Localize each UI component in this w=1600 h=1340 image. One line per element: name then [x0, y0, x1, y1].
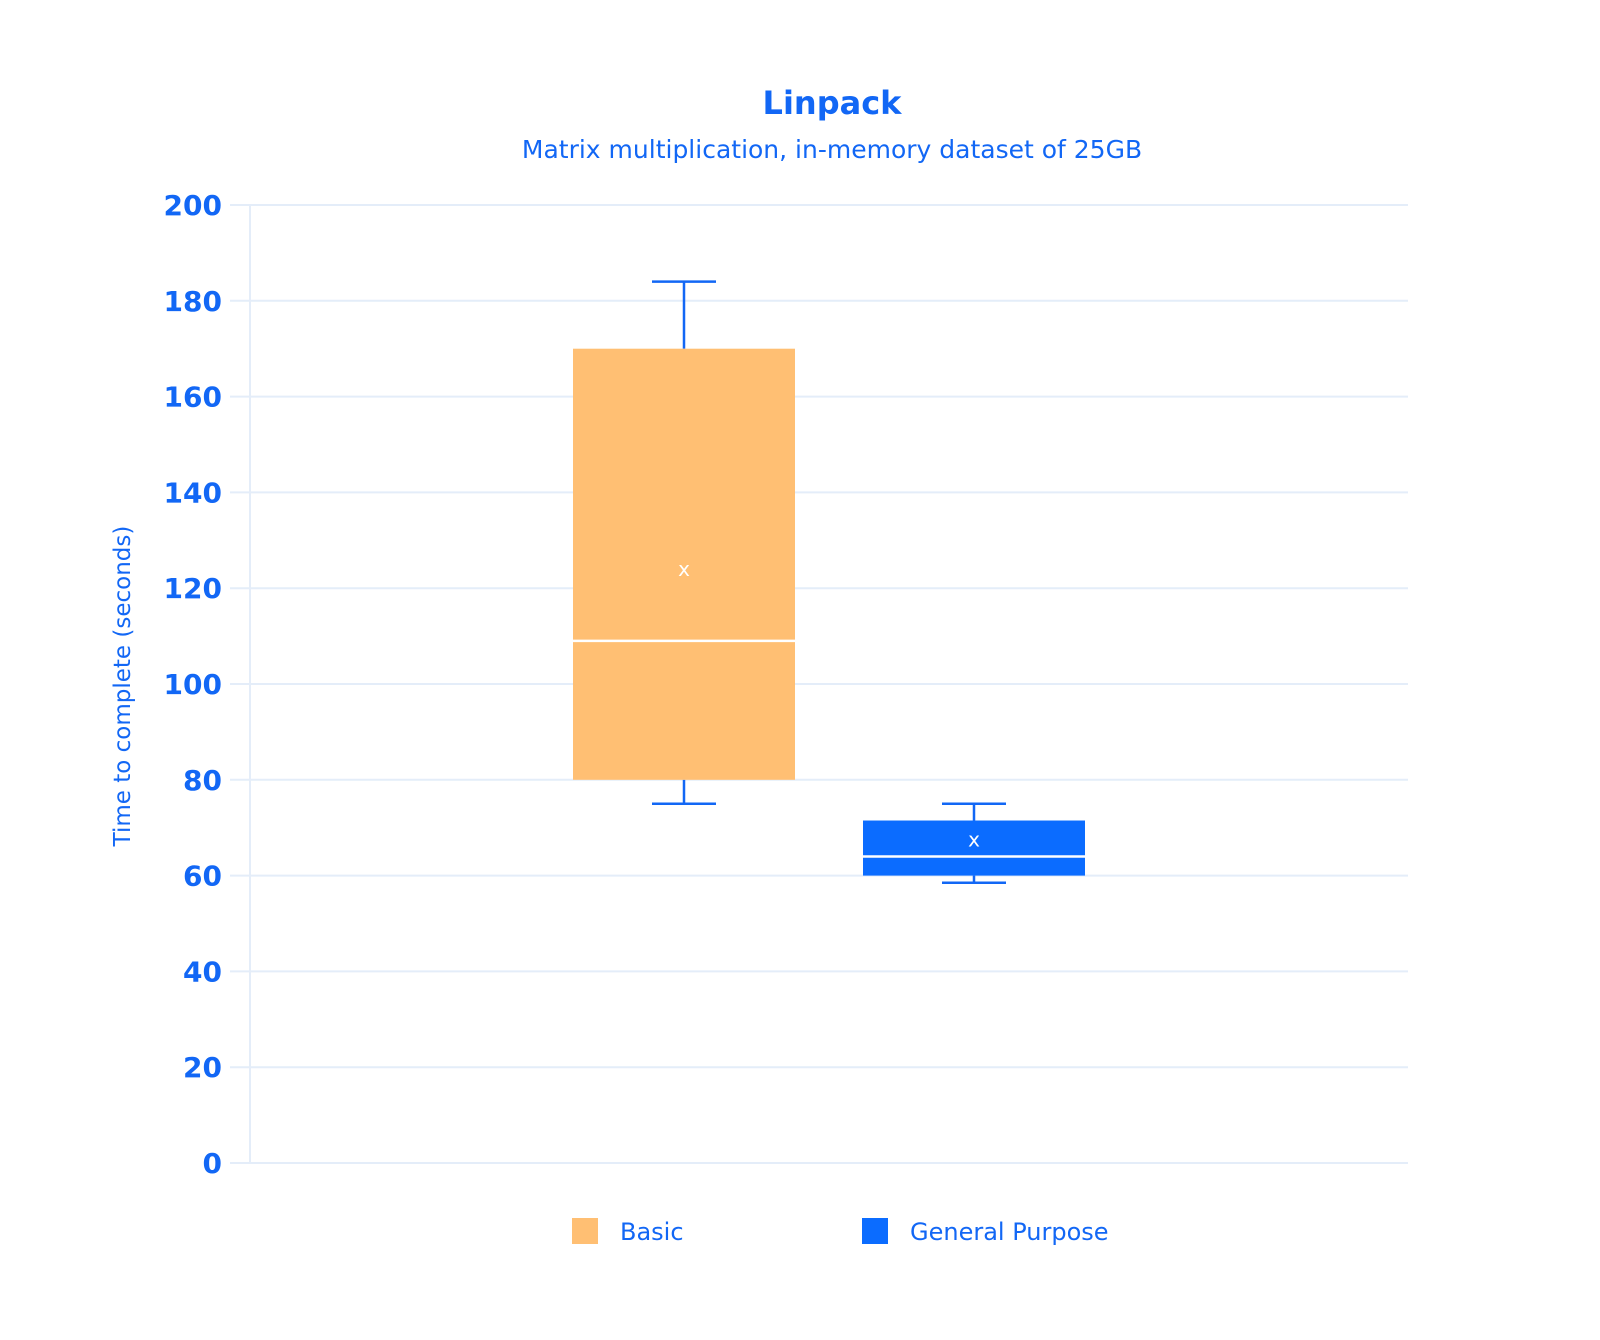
chart-title: Linpack — [763, 84, 903, 122]
y-axis: 0 20 40 60 80 100 120 140 160 180 200 — [164, 189, 251, 1180]
legend-label: General Purpose — [910, 1218, 1109, 1246]
boxplot-basic: x — [573, 280, 795, 805]
iqr-box — [863, 820, 1085, 876]
y-tick-label: 160 — [164, 381, 222, 414]
y-tick-label: 80 — [183, 764, 222, 797]
y-tick-label: 120 — [164, 572, 222, 605]
legend-swatch — [572, 1218, 598, 1244]
legend-swatch — [862, 1218, 888, 1244]
boxplot-general-purpose: x — [863, 802, 1085, 885]
legend: Basic General Purpose — [572, 1218, 1109, 1246]
y-axis-label: Time to complete (seconds) — [110, 526, 136, 848]
y-tick-label: 140 — [164, 476, 222, 509]
mean-marker: x — [968, 828, 980, 852]
y-tick-label: 100 — [164, 668, 222, 701]
y-tick-label: 180 — [164, 285, 222, 318]
chart-subtitle: Matrix multiplication, in-memory dataset… — [522, 135, 1142, 164]
y-tick-label: 20 — [183, 1051, 222, 1084]
gridlines — [230, 204, 1408, 1164]
legend-item-basic: Basic — [572, 1218, 684, 1246]
y-tick-label: 60 — [183, 860, 222, 893]
y-tick-label: 200 — [164, 189, 222, 222]
y-tick-label: 40 — [183, 955, 222, 988]
y-tick-label: 0 — [203, 1147, 222, 1180]
legend-label: Basic — [620, 1218, 684, 1246]
boxplots: xx — [573, 280, 1085, 885]
iqr-box — [573, 348, 795, 780]
legend-item-general-purpose: General Purpose — [862, 1218, 1109, 1246]
mean-marker: x — [678, 557, 690, 581]
